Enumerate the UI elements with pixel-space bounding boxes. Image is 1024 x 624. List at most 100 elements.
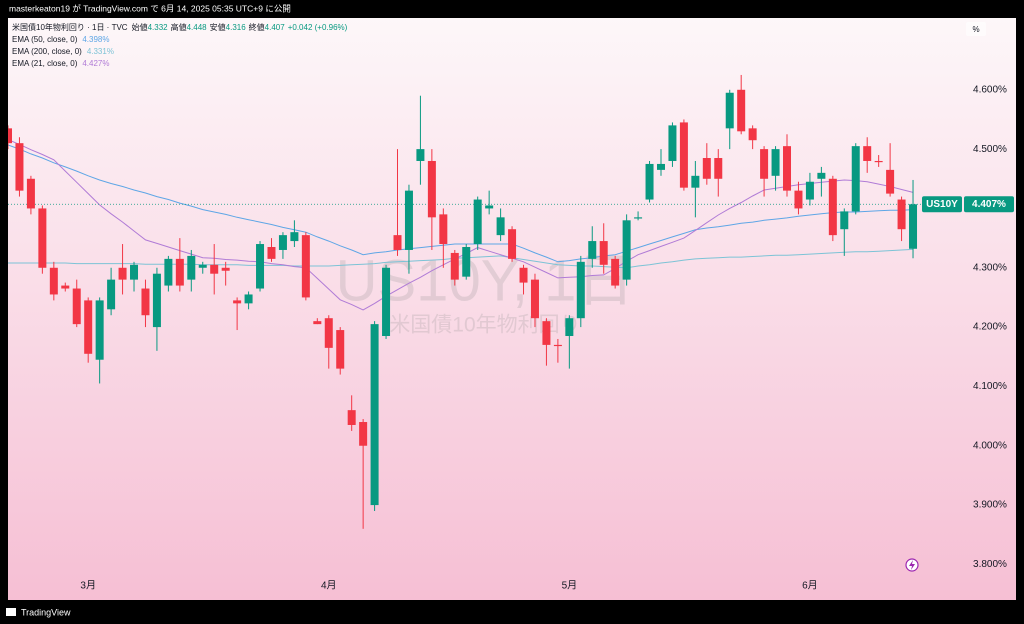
unit-button-label[interactable]: % — [972, 25, 979, 34]
candle-body — [473, 199, 482, 245]
candle-body — [863, 146, 872, 161]
candle-body — [152, 273, 161, 328]
candle-body — [359, 422, 368, 446]
alert-bolt — [909, 560, 915, 570]
ohlc-value: 4.448 — [187, 23, 208, 32]
candle-body — [95, 300, 104, 360]
candle-body — [805, 181, 814, 200]
candle-body — [519, 267, 528, 283]
ema-legend: EMA (50, close, 0) 4.398% — [12, 35, 110, 44]
candle-body — [141, 288, 150, 316]
candle-body — [393, 235, 402, 250]
candle-body — [714, 158, 723, 179]
candle-body — [324, 318, 333, 348]
candle-body — [439, 214, 448, 245]
ema-line — [8, 144, 914, 263]
publish-header: masterkeaton19 が TradingView.com で 6月 14… — [9, 3, 291, 13]
candle-body — [233, 300, 242, 304]
candle-body — [542, 321, 551, 345]
candle-body — [278, 235, 287, 250]
legend: 米国債10年物利回り · 1日 · TVC 始値4.332 高値4.448 安値4.3… — [12, 22, 348, 68]
change-value: +0.042 (+0.96%) — [288, 23, 348, 32]
candle-body — [210, 264, 219, 274]
candle-body — [427, 160, 436, 218]
x-tick-label: 3月 — [80, 580, 96, 592]
candle-body — [771, 149, 780, 176]
candle-body — [370, 324, 379, 506]
candle-body — [61, 285, 70, 289]
candle-body — [611, 258, 620, 286]
candle-body — [909, 204, 918, 249]
price-tag-label: 4.407% — [972, 199, 1006, 210]
candle-body — [725, 92, 734, 129]
candle-body — [794, 190, 803, 209]
ohlc-name: 始値 — [132, 22, 148, 32]
candle-body — [72, 288, 81, 325]
y-tick-label: 4.300% — [973, 262, 1007, 273]
candle-body — [645, 163, 654, 200]
candle-body — [382, 267, 391, 336]
candle-body — [565, 318, 574, 336]
ema-line — [8, 248, 914, 269]
candle-body — [783, 146, 792, 191]
candle-body — [38, 208, 47, 268]
candle-body — [737, 89, 746, 132]
candle-body — [840, 211, 849, 230]
candle-body — [8, 128, 12, 144]
candle-body — [817, 172, 826, 179]
y-tick-label: 4.200% — [973, 322, 1007, 333]
ohlc-name: 終値 — [249, 22, 265, 32]
ema-legend-name: EMA (21, close, 0) — [12, 59, 78, 68]
y-tick-label: 4.600% — [973, 84, 1007, 95]
candle-body — [656, 163, 665, 170]
candle-body — [26, 178, 35, 209]
candle-body — [336, 330, 345, 369]
y-tick-label: 4.500% — [973, 144, 1007, 155]
y-tick-label: 4.100% — [973, 381, 1007, 392]
candle-body — [175, 258, 184, 286]
candle-body — [416, 149, 425, 161]
candle-body — [851, 146, 860, 212]
candle-body — [347, 410, 356, 425]
candle-body — [221, 267, 230, 271]
candle-body — [599, 241, 608, 265]
y-tick-label: 4.000% — [973, 440, 1007, 451]
candle-body — [508, 229, 517, 259]
unit-button[interactable] — [966, 22, 986, 36]
ohlc-value: 4.332 — [148, 23, 169, 32]
ema-legend-name: EMA (50, close, 0) — [12, 35, 78, 44]
ohlc-name: 安値 — [210, 22, 226, 32]
candle-body — [107, 279, 116, 310]
candle-body — [760, 149, 769, 179]
candle-body — [668, 125, 677, 161]
candle-body — [15, 143, 24, 191]
watermark-name: 米国債10年物利回り — [389, 314, 580, 337]
candle-body — [485, 205, 494, 209]
candle-body — [576, 261, 585, 319]
candle-body — [588, 241, 597, 259]
symbol-title: 米国債10年物利回り · 1日 · TVC — [12, 22, 128, 32]
candle-body — [450, 252, 459, 280]
symbol-tag — [922, 196, 962, 213]
ema-legend: EMA (21, close, 0) 4.427% — [12, 59, 110, 68]
plot-area — [8, 74, 962, 529]
candle-body — [828, 178, 837, 236]
candle-body — [748, 128, 757, 141]
ohlc-value: 4.316 — [226, 23, 247, 32]
candle-body — [702, 158, 711, 179]
candle-body — [462, 247, 471, 277]
footer-brand: TradingView — [21, 607, 71, 617]
ema-line — [8, 139, 914, 311]
y-tick-label: 3.800% — [973, 559, 1007, 570]
candle-body — [634, 217, 643, 219]
ema-legend-value: 4.398% — [82, 35, 109, 44]
ema-legend-value: 4.331% — [87, 47, 114, 56]
ema-legend: EMA (200, close, 0) 4.331% — [12, 47, 114, 56]
ohlc-name: 高値 — [171, 22, 187, 32]
candle-body — [679, 122, 688, 188]
candle-body — [130, 264, 139, 280]
candle-body — [404, 190, 413, 250]
x-tick-label: 5月 — [562, 580, 578, 592]
candle-body — [886, 169, 895, 194]
